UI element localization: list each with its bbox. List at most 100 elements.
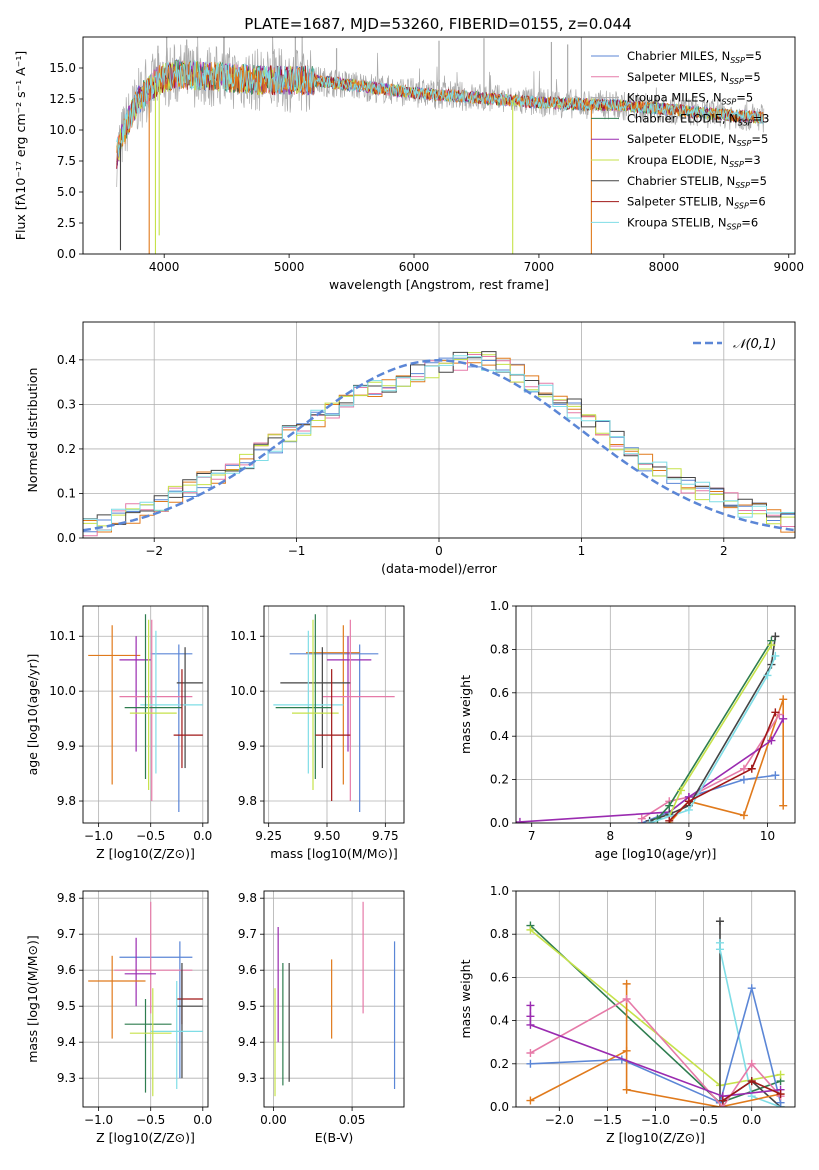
legend-label: Kroupa STELIB, NSSP=6: [627, 215, 758, 231]
weight-marker: [747, 1059, 756, 1068]
weight-marker: [684, 805, 693, 814]
weight-marker: [645, 819, 654, 823]
y-tick-label: 0.6: [490, 970, 509, 984]
weight-marker: [715, 945, 724, 954]
x-tick-label: 9000: [773, 260, 804, 274]
weight-marker: [767, 736, 776, 745]
y-tick-label: 0.8: [490, 642, 509, 656]
weight-marker: [771, 771, 780, 780]
x-tick-label: −2: [145, 544, 163, 558]
x-axis-label: E(B-V): [315, 1130, 354, 1145]
plot-area: [116, 37, 765, 254]
x-axis-label: Z [log10(Z/Z⊙)]: [96, 1130, 195, 1145]
x-tick-label: 0: [435, 544, 443, 558]
x-tick-label: −0.5: [136, 1113, 165, 1127]
x-axis-label: wavelength [Angstrom, rest frame]: [329, 277, 549, 292]
legend-label: 𝒩(0,1): [733, 337, 776, 352]
y-axis-label: age [log10(age/yr)]: [25, 654, 40, 776]
weight-marker: [526, 925, 535, 934]
x-tick-label: 8: [606, 829, 614, 843]
weight-marker: [526, 1012, 535, 1021]
weight-marker: [779, 714, 788, 723]
plot-area: [516, 606, 795, 823]
weight-marker: [526, 1001, 535, 1010]
weight-marker: [747, 984, 756, 993]
x-tick-label: 0.0: [742, 1113, 761, 1127]
y-tick-label: 10.0: [49, 123, 76, 137]
weight-marker: [739, 775, 748, 784]
y-tick-label: 1.0: [490, 884, 509, 898]
y-tick-label: 9.9: [57, 739, 76, 753]
x-tick-label: 2: [720, 544, 728, 558]
histogram-step-chabrier-stelib: [83, 351, 795, 525]
y-tick-label: 15.0: [49, 61, 76, 75]
weight-marker: [653, 814, 662, 823]
weight-marker: [779, 801, 788, 810]
y-tick-label: 9.6: [57, 963, 76, 977]
legend-label: Kroupa ELODIE, NSSP=3: [627, 153, 761, 169]
weight-marker: [771, 632, 780, 641]
y-tick-label: 2.5: [57, 216, 76, 230]
y-tick-label: 9.6: [238, 963, 257, 977]
y-tick-label: 9.8: [238, 891, 257, 905]
y-axis-label: Flux [fλ10⁻¹⁷ erg cm⁻² s⁻¹ A⁻¹]: [13, 51, 28, 240]
weight-marker: [684, 797, 693, 806]
y-tick-label: 10.1: [230, 629, 257, 643]
weight-marker: [739, 811, 748, 820]
x-tick-label: −0.5: [689, 1113, 718, 1127]
plot-area: [264, 606, 404, 823]
x-tick-label: −1: [288, 544, 306, 558]
y-tick-label: 10.1: [49, 629, 76, 643]
legend: Chabrier MILES, NSSP=5 Salpeter MILES, NS…: [591, 49, 769, 231]
y-tick-label: 9.4: [238, 1035, 257, 1049]
y-tick-label: 9.8: [238, 794, 257, 808]
figure-title: PLATE=1687, MJD=53260, FIBERID=0155, z=0…: [244, 15, 631, 33]
x-tick-label: 8000: [649, 260, 680, 274]
spectrum-line-kroupa-stelib: [116, 59, 764, 157]
y-tick-label: 9.5: [57, 999, 76, 1013]
x-tick-label: 10: [760, 829, 775, 843]
legend-label: Salpeter ELODIE, NSSP=5: [627, 132, 768, 148]
x-tick-label: 9.50: [314, 829, 341, 843]
plot-area: [83, 322, 795, 538]
axes: 7 8 9 10 0.0 0.2 0.4 0.6 0.8 1.0 age [log10(age/yr…: [458, 599, 796, 861]
x-axis-label: mass [log10(M/M⊙)]: [270, 846, 398, 861]
legend-label: Chabrier STELIB, NSSP=5: [627, 174, 767, 190]
y-tick-label: 7.5: [57, 154, 76, 168]
weight-marker: [767, 641, 776, 650]
axes-frame: [515, 890, 796, 1108]
y-tick-label: 0.1: [57, 486, 76, 500]
y-tick-label: 9.7: [238, 927, 257, 941]
x-axis-label: age [log10(age/yr)]: [595, 846, 717, 861]
weight-marker: [771, 708, 780, 717]
x-tick-label: 9.75: [372, 829, 399, 843]
y-tick-label: 9.8: [57, 794, 76, 808]
y-tick-label: 0.2: [490, 1057, 509, 1071]
axes-frame: [82, 36, 796, 255]
y-tick-label: 10.0: [230, 684, 257, 698]
plot-area: [83, 606, 208, 823]
weight-line-salpeter-miles: [530, 997, 782, 1107]
legend-label: Chabrier MILES, NSSP=5: [627, 49, 762, 65]
axes: −2 −1 0 1 2 0.0 0.1 0.2 0.3 0.4 (data-model)/error…: [25, 321, 796, 576]
y-tick-label: 0.0: [490, 1100, 509, 1114]
axes: 4000 5000 6000 7000 8000 9000 0.0 2.5 5.0 7.5 10.0…: [13, 36, 804, 292]
legend-label: Salpeter MILES, NSSP=5: [627, 70, 761, 86]
weight-marker: [677, 786, 686, 795]
weight-marker: [776, 1090, 785, 1099]
y-tick-label: 5.0: [57, 185, 76, 199]
weight-marker: [526, 1049, 535, 1057]
axes-frame: [82, 605, 209, 824]
x-tick-label: 4000: [149, 260, 180, 274]
weight-marker: [763, 671, 772, 680]
x-axis-label: Z [log10(Z/Z⊙)]: [96, 846, 195, 861]
panel-age_vs_Z: −1.0 −0.5 0.0 9.8 9.9 10.0 10.1 Z [log10(Z/Z⊙)]…: [25, 605, 212, 861]
x-tick-label: 0.0: [193, 829, 212, 843]
x-axis-label: Z [log10(Z/Z⊙)]: [606, 1130, 705, 1145]
x-tick-label: 0.0: [193, 1113, 212, 1127]
y-axis-label: mass weight: [458, 959, 473, 1038]
y-tick-label: 0.2: [490, 773, 509, 787]
axes: 9.25 9.50 9.75 9.8 9.9 10.0 10.1 mass [log10(M/…: [230, 605, 405, 861]
panel-mass_vs_ebv: 0.00 0.05 9.3 9.4 9.5 9.6 9.7 9.8 E(B-V): [238, 890, 405, 1145]
